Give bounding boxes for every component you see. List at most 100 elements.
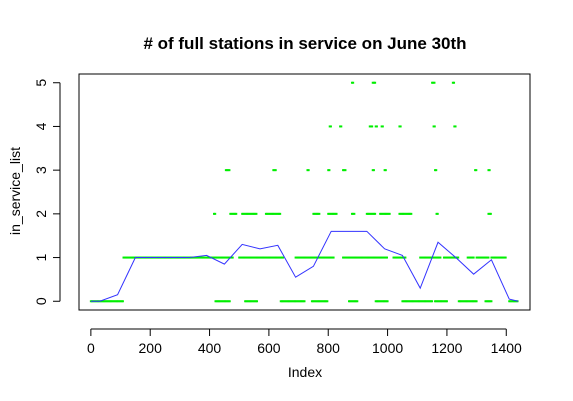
data-point	[289, 300, 292, 303]
data-point	[280, 300, 283, 303]
data-point	[445, 256, 448, 259]
data-point	[301, 300, 304, 303]
data-point	[509, 300, 512, 303]
data-point	[219, 256, 222, 259]
data-point	[421, 300, 424, 303]
data-point	[441, 300, 444, 303]
data-point	[374, 300, 377, 303]
data-point	[108, 300, 111, 303]
data-point	[260, 256, 263, 259]
data-point	[250, 300, 253, 303]
data-point	[486, 256, 489, 259]
data-point	[358, 256, 361, 259]
data-point	[489, 300, 492, 303]
data-point	[386, 212, 389, 215]
x-tick-label: 1200	[431, 340, 462, 356]
data-point	[132, 256, 134, 259]
data-point	[437, 300, 440, 303]
data-point	[326, 256, 329, 259]
data-point	[288, 300, 291, 303]
data-point	[257, 256, 260, 259]
data-point	[228, 300, 231, 303]
data-point	[402, 300, 405, 303]
data-point	[431, 81, 434, 84]
data-point	[370, 212, 373, 215]
data-point	[300, 256, 303, 259]
data-point	[402, 212, 405, 215]
data-point	[378, 300, 381, 303]
data-point	[466, 256, 469, 259]
data-point	[227, 169, 230, 172]
data-point	[398, 256, 401, 259]
data-point	[248, 212, 251, 215]
data-point	[299, 256, 302, 259]
data-point	[368, 256, 371, 259]
data-point	[448, 256, 451, 259]
data-point	[211, 256, 214, 259]
data-point	[238, 256, 241, 259]
data-point	[380, 125, 383, 128]
plot-frame	[78, 73, 531, 311]
data-point	[330, 212, 333, 215]
data-point	[225, 300, 228, 303]
data-point	[443, 300, 446, 303]
x-axis: 0 200 400 600 800 1000 1200 1400	[87, 328, 522, 356]
data-point	[425, 256, 428, 259]
data-point	[279, 212, 282, 215]
data-point	[252, 300, 255, 303]
data-point	[483, 256, 486, 259]
data-point	[276, 212, 279, 215]
data-point	[512, 300, 515, 303]
data-point	[377, 256, 380, 259]
data-point	[217, 256, 220, 259]
data-point	[273, 169, 276, 172]
data-point	[503, 256, 506, 259]
data-point	[100, 300, 103, 303]
data-point	[485, 300, 488, 303]
data-point	[477, 256, 480, 259]
data-point	[359, 256, 362, 259]
y-tick-label: 3	[33, 166, 49, 174]
data-point	[218, 256, 221, 259]
data-point	[218, 300, 221, 303]
data-point	[352, 212, 355, 215]
data-point	[400, 256, 403, 259]
data-point	[368, 125, 371, 128]
data-point	[387, 212, 390, 215]
data-point	[306, 256, 309, 259]
data-point	[305, 256, 308, 259]
data-point	[325, 256, 328, 259]
data-point	[254, 212, 257, 215]
data-point	[298, 300, 301, 303]
data-point	[368, 212, 371, 215]
data-point	[282, 300, 285, 303]
data-point	[479, 256, 482, 259]
data-point	[264, 212, 267, 215]
data-point	[432, 256, 435, 259]
data-point	[301, 256, 304, 259]
data-point	[320, 300, 323, 303]
data-point	[425, 300, 428, 303]
data-point	[408, 300, 411, 303]
data-point	[250, 256, 253, 259]
data-point	[322, 300, 325, 303]
data-point	[414, 300, 417, 303]
data-point	[353, 212, 356, 215]
data-point	[130, 256, 133, 259]
data-point	[475, 169, 478, 172]
data-point	[372, 212, 375, 215]
data-point	[490, 300, 493, 303]
data-point	[303, 300, 306, 303]
data-point	[409, 212, 412, 215]
data-point	[247, 256, 250, 259]
data-point	[249, 212, 252, 215]
data-point	[491, 256, 494, 259]
data-point	[246, 300, 249, 303]
data-point	[221, 300, 224, 303]
data-point	[253, 300, 256, 303]
data-point	[399, 256, 402, 259]
data-point	[406, 212, 409, 215]
data-point	[331, 212, 334, 215]
data-point	[339, 125, 342, 128]
data-point	[246, 256, 249, 259]
